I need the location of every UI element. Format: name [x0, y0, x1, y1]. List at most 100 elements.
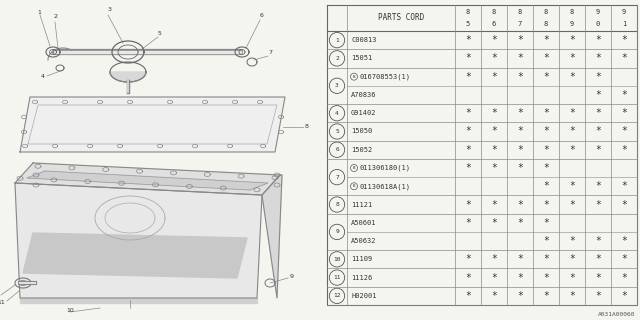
Text: 6: 6 — [260, 13, 264, 18]
Text: *: * — [621, 291, 627, 301]
Text: A031A00060: A031A00060 — [598, 312, 635, 317]
Text: 8: 8 — [518, 9, 522, 15]
Text: *: * — [491, 254, 497, 264]
Text: *: * — [491, 145, 497, 155]
Text: 15051: 15051 — [351, 55, 372, 61]
Text: *: * — [569, 145, 575, 155]
Text: 1: 1 — [622, 21, 626, 27]
Text: *: * — [517, 218, 523, 228]
Text: *: * — [621, 200, 627, 210]
Text: *: * — [569, 291, 575, 301]
Text: 1: 1 — [37, 10, 41, 14]
Text: 9: 9 — [622, 9, 626, 15]
Text: *: * — [569, 35, 575, 45]
Text: 5: 5 — [466, 21, 470, 27]
Text: *: * — [595, 273, 601, 283]
Text: *: * — [465, 273, 471, 283]
Text: *: * — [465, 126, 471, 136]
Text: *: * — [595, 108, 601, 118]
Text: *: * — [595, 126, 601, 136]
Text: *: * — [569, 181, 575, 191]
Text: *: * — [517, 254, 523, 264]
Text: *: * — [595, 236, 601, 246]
Text: 11: 11 — [333, 275, 340, 280]
Text: *: * — [543, 53, 549, 63]
Text: *: * — [491, 126, 497, 136]
Text: *: * — [595, 72, 601, 82]
Polygon shape — [262, 175, 282, 298]
Text: *: * — [621, 181, 627, 191]
Text: *: * — [543, 291, 549, 301]
Text: *: * — [543, 218, 549, 228]
Text: 9: 9 — [596, 9, 600, 15]
Text: *: * — [621, 90, 627, 100]
Text: 9: 9 — [335, 229, 339, 235]
Text: *: * — [491, 218, 497, 228]
Text: *: * — [517, 291, 523, 301]
Text: 5: 5 — [335, 129, 339, 134]
Text: *: * — [491, 291, 497, 301]
Text: *: * — [621, 53, 627, 63]
Text: 7: 7 — [335, 175, 339, 180]
Text: *: * — [491, 273, 497, 283]
Text: 9: 9 — [290, 274, 294, 278]
Text: *: * — [621, 254, 627, 264]
Text: *: * — [517, 200, 523, 210]
Text: *: * — [465, 35, 471, 45]
Text: 11121: 11121 — [351, 202, 372, 208]
Text: 4: 4 — [41, 74, 45, 79]
Text: 8: 8 — [544, 21, 548, 27]
Text: H02001: H02001 — [351, 293, 376, 299]
Text: *: * — [621, 108, 627, 118]
Text: 8: 8 — [570, 9, 574, 15]
Text: *: * — [517, 273, 523, 283]
Polygon shape — [15, 163, 280, 195]
Text: 1: 1 — [335, 38, 339, 43]
Text: *: * — [543, 72, 549, 82]
Text: *: * — [569, 126, 575, 136]
Text: 3: 3 — [335, 83, 339, 88]
Text: *: * — [491, 163, 497, 173]
Text: *: * — [621, 126, 627, 136]
Text: *: * — [465, 72, 471, 82]
Text: *: * — [595, 181, 601, 191]
Text: 016708553(1): 016708553(1) — [360, 73, 411, 80]
Text: 10: 10 — [333, 257, 340, 262]
Text: *: * — [491, 72, 497, 82]
Text: 8: 8 — [492, 9, 496, 15]
Text: *: * — [543, 35, 549, 45]
Text: *: * — [543, 181, 549, 191]
Polygon shape — [20, 298, 257, 303]
Text: *: * — [465, 145, 471, 155]
Text: *: * — [543, 126, 549, 136]
Text: *: * — [543, 273, 549, 283]
Text: *: * — [569, 254, 575, 264]
Text: *: * — [595, 145, 601, 155]
Text: *: * — [491, 108, 497, 118]
Text: 2: 2 — [54, 14, 58, 19]
Text: *: * — [543, 236, 549, 246]
Text: *: * — [543, 163, 549, 173]
Text: *: * — [465, 254, 471, 264]
Text: 8: 8 — [466, 9, 470, 15]
Text: 12: 12 — [333, 293, 340, 298]
Text: *: * — [517, 163, 523, 173]
Polygon shape — [23, 233, 247, 278]
Text: 2: 2 — [335, 56, 339, 61]
Text: 11126: 11126 — [351, 275, 372, 281]
Text: A50601: A50601 — [351, 220, 376, 226]
Text: 9: 9 — [570, 21, 574, 27]
Text: *: * — [543, 200, 549, 210]
Text: 8: 8 — [305, 124, 309, 130]
Text: *: * — [517, 145, 523, 155]
Text: *: * — [543, 254, 549, 264]
Text: *: * — [621, 273, 627, 283]
Text: *: * — [543, 145, 549, 155]
Text: *: * — [517, 72, 523, 82]
Text: *: * — [465, 108, 471, 118]
Text: 8: 8 — [544, 9, 548, 15]
Text: *: * — [621, 35, 627, 45]
Text: *: * — [569, 108, 575, 118]
Text: *: * — [517, 35, 523, 45]
Text: 01130618A(1): 01130618A(1) — [360, 183, 411, 189]
